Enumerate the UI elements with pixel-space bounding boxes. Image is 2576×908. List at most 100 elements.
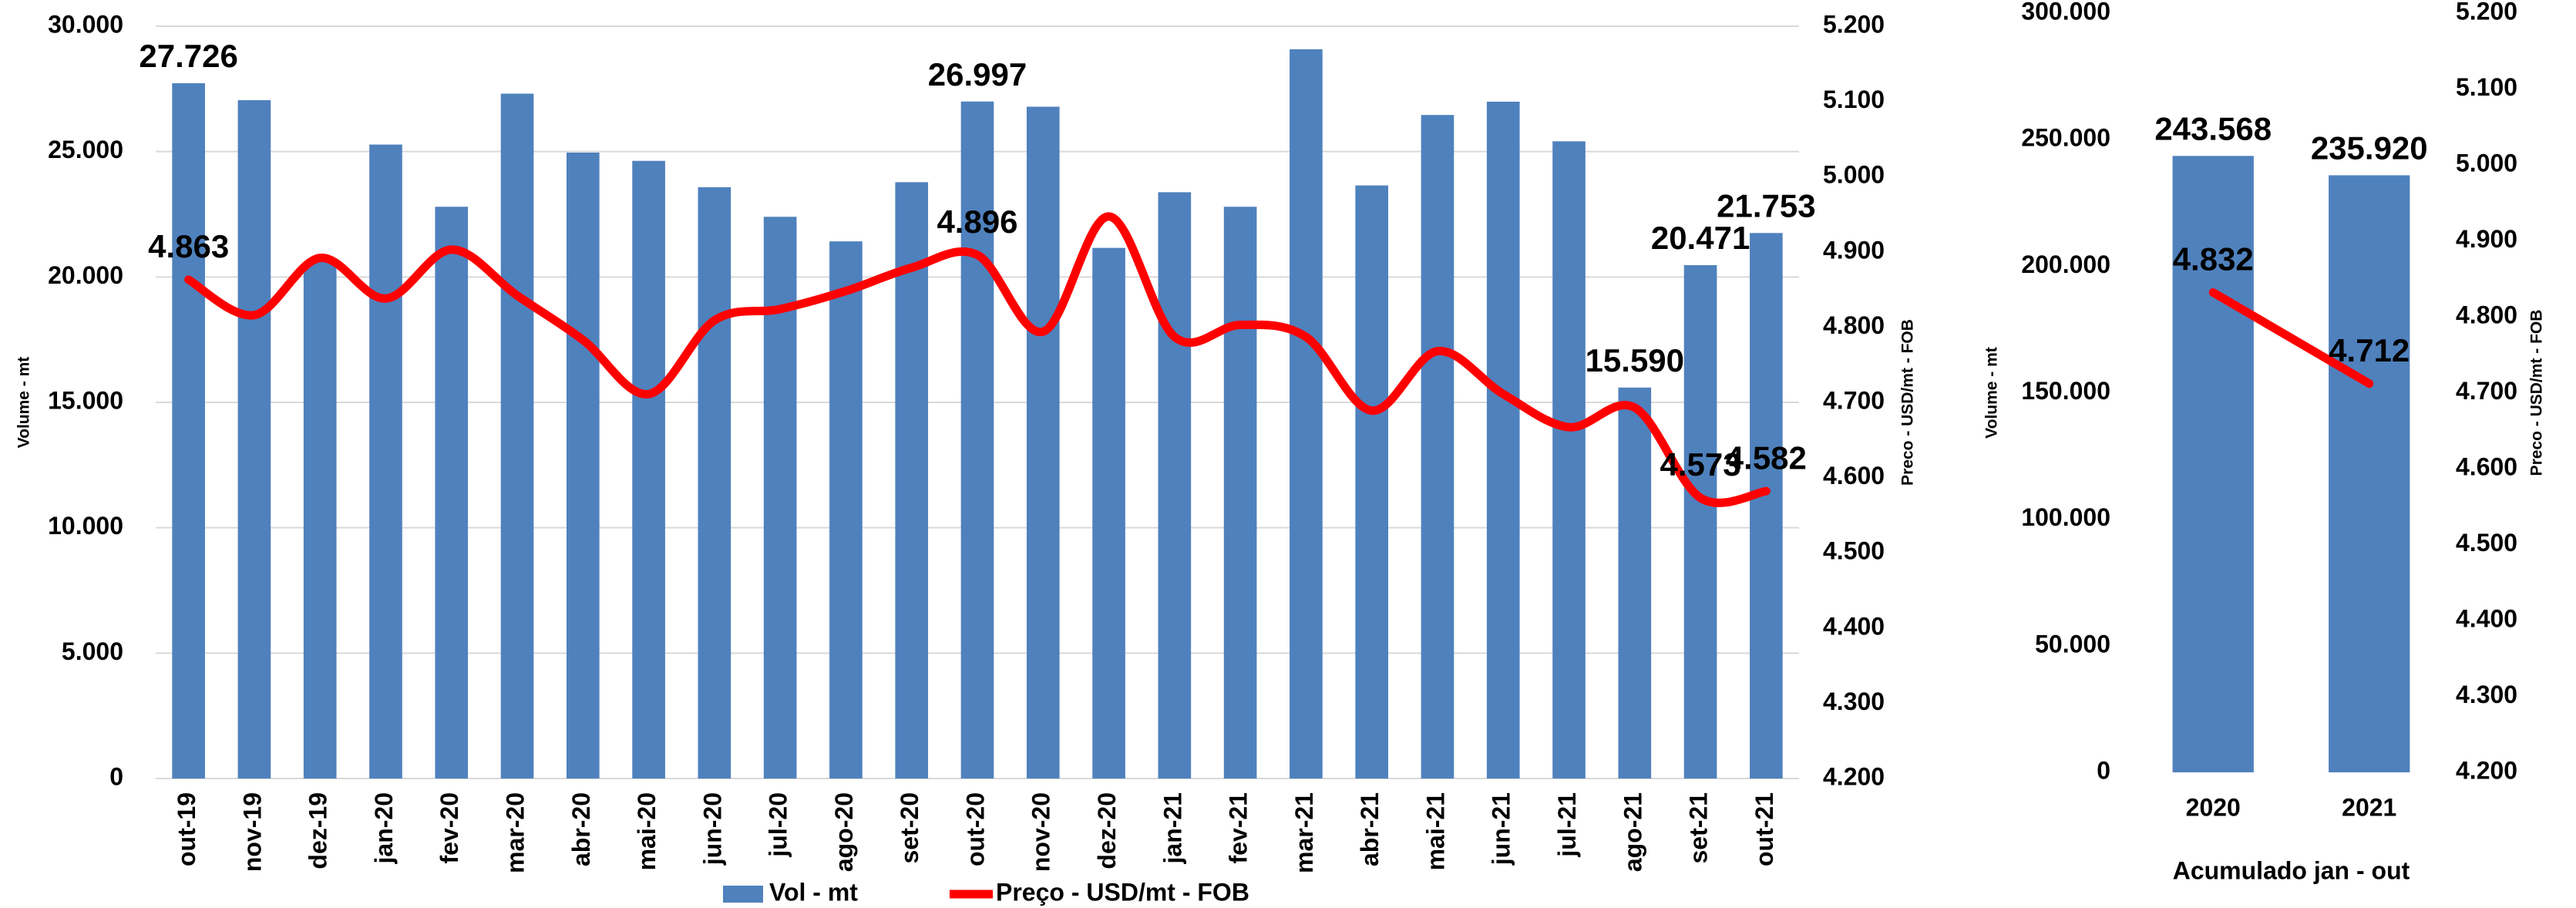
x-tick-label: fev-20	[435, 792, 463, 864]
bar	[698, 187, 731, 779]
x-tick-label: set-20	[896, 792, 923, 864]
y-tick-label: 30.000	[48, 10, 123, 38]
x-tick-label: mar-20	[501, 792, 529, 873]
bar	[1290, 49, 1323, 779]
x-tick-label: out-21	[1750, 792, 1778, 866]
data-label: 20.471	[1651, 220, 1750, 256]
bar	[1421, 115, 1454, 779]
y2-tick-label: 4.300	[1823, 688, 1885, 715]
bar	[1026, 106, 1060, 779]
y2-axis-title: Preco - USD/mt - FOB	[1899, 319, 1917, 486]
bar	[2172, 156, 2254, 773]
y2-tick-label: 4.600	[1823, 462, 1885, 489]
bar	[829, 241, 863, 779]
data-label: 26.997	[928, 56, 1027, 92]
y-tick-label: 0	[2097, 756, 2110, 784]
bar	[1355, 185, 1388, 779]
y2-tick-label: 5.000	[1823, 161, 1885, 189]
bar	[1750, 233, 1783, 779]
legend-label: Vol - mt	[769, 878, 858, 906]
bar	[2329, 175, 2410, 772]
x-tick-label: out-20	[961, 792, 989, 866]
data-label: 4.573	[1660, 446, 1741, 483]
bar	[500, 93, 534, 779]
bar	[1158, 192, 1192, 779]
data-label: 27.726	[139, 38, 237, 74]
y-tick-label: 100.000	[2021, 503, 2110, 531]
y2-tick-label: 4.900	[1823, 236, 1885, 264]
x-tick-label: abr-20	[567, 792, 595, 866]
data-label: 4.896	[937, 203, 1017, 240]
bar	[369, 144, 402, 779]
x-tick-label: ago-20	[830, 792, 858, 872]
bar	[172, 82, 205, 779]
y-tick-label: 15.000	[48, 386, 123, 414]
y2-tick-label: 4.900	[2456, 225, 2517, 253]
price-line	[2208, 288, 2374, 388]
y2-tick-label: 4.300	[2456, 681, 2517, 708]
x-tick-label: jul-21	[1553, 792, 1581, 858]
x-axis-title: Acumulado jan - out	[2173, 856, 2410, 884]
data-label: 235.920	[2311, 129, 2428, 166]
bar	[237, 99, 271, 779]
y2-tick-label: 4.600	[2456, 452, 2517, 480]
x-tick-label: nov-20	[1027, 792, 1055, 872]
y-tick-label: 250.000	[2021, 124, 2110, 152]
y2-tick-label: 4.400	[1823, 612, 1885, 640]
y2-tick-label: 4.700	[2456, 377, 2517, 405]
y-tick-label: 300.000	[2021, 0, 2110, 25]
y2-tick-label: 5.100	[2456, 73, 2517, 101]
y2-tick-label: 4.200	[2456, 756, 2517, 784]
bar	[1552, 141, 1586, 779]
bar	[1683, 265, 1717, 779]
y-axis-title: Volume - mt	[1983, 347, 2001, 439]
x-tick-label: 2020	[2186, 793, 2241, 821]
x-tick-label: dez-19	[304, 792, 332, 869]
y-tick-label: 5.000	[62, 637, 123, 665]
bar	[567, 152, 600, 779]
bar	[435, 207, 469, 779]
x-tick-label: jan-20	[370, 792, 398, 864]
y2-tick-label: 4.200	[1823, 762, 1885, 790]
bar	[895, 182, 929, 779]
bar	[1092, 247, 1125, 779]
x-tick-label: set-21	[1685, 792, 1713, 864]
y-tick-label: 25.000	[48, 136, 123, 163]
y2-tick-label: 4.400	[2456, 604, 2517, 632]
x-tick-label: ago-21	[1619, 792, 1646, 872]
data-label: 15.590	[1586, 342, 1684, 378]
y2-tick-label: 4.800	[1823, 311, 1885, 339]
data-label: 4.863	[148, 228, 229, 264]
y-tick-label: 10.000	[48, 512, 123, 540]
y2-axis-title: Preco - USD/mt - FOB	[2528, 310, 2546, 476]
legend-label: Preço - USD/mt - FOB	[996, 878, 1249, 906]
x-tick-label: mai-21	[1421, 792, 1449, 870]
bar	[632, 160, 665, 779]
x-tick-label: out-19	[173, 792, 200, 866]
x-tick-label: dez-20	[1093, 792, 1121, 869]
y2-tick-label: 5.100	[1823, 86, 1885, 113]
x-tick-label: jun-21	[1488, 792, 1515, 866]
y-tick-label: 150.000	[2021, 377, 2110, 405]
y-tick-label: 50.000	[2035, 630, 2110, 657]
y2-tick-label: 5.200	[1823, 10, 1885, 38]
x-tick-label: jan-21	[1159, 792, 1186, 864]
data-label: 4.832	[2173, 241, 2254, 277]
y2-tick-label: 4.500	[1823, 537, 1885, 565]
bar	[1486, 101, 1520, 779]
x-tick-label: abr-21	[1356, 792, 1384, 866]
x-tick-label: 2021	[2342, 793, 2396, 821]
x-tick-label: nov-19	[238, 792, 266, 872]
bar	[303, 261, 337, 779]
y2-tick-label: 5.000	[2456, 149, 2517, 177]
y-axis-title: Volume - mt	[15, 357, 33, 449]
bar	[1618, 387, 1652, 779]
x-tick-label: jul-20	[765, 792, 792, 858]
price-line	[184, 212, 1771, 507]
x-tick-label: fev-21	[1225, 792, 1253, 864]
x-tick-label: jun-20	[698, 792, 726, 866]
y-tick-label: 200.000	[2021, 251, 2110, 278]
bar	[763, 217, 797, 779]
